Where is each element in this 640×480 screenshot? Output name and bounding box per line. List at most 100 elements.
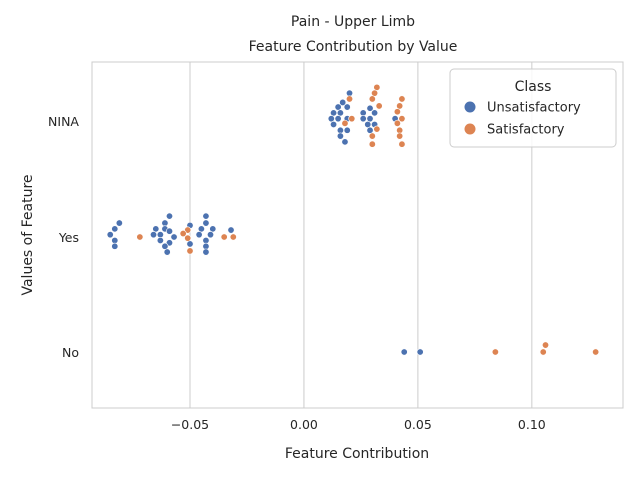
data-point-satisfactory	[346, 95, 354, 103]
data-point-unsatisfactory	[202, 219, 210, 227]
data-point-unsatisfactory	[106, 231, 114, 239]
data-point-unsatisfactory	[163, 248, 171, 256]
data-point-unsatisfactory	[165, 212, 173, 220]
data-point-unsatisfactory	[156, 236, 164, 244]
data-point-unsatisfactory	[115, 219, 123, 227]
legend-box	[449, 68, 617, 148]
data-point-unsatisfactory	[170, 233, 178, 241]
data-point-unsatisfactory	[202, 236, 210, 244]
y-tick-label: NINA	[48, 114, 79, 129]
data-point-satisfactory	[393, 108, 401, 116]
data-point-unsatisfactory	[330, 109, 338, 117]
data-point-satisfactory	[373, 83, 381, 91]
data-point-satisfactory	[341, 119, 349, 127]
legend-marker-unsatisfactory	[464, 101, 476, 113]
data-point-unsatisfactory	[327, 115, 335, 123]
data-point-unsatisfactory	[364, 120, 372, 128]
data-point-unsatisfactory	[366, 126, 374, 134]
data-point-satisfactory	[396, 102, 404, 110]
legend-label-unsatisfactory: Unsatisfactory	[487, 101, 581, 116]
data-point-unsatisfactory	[346, 89, 354, 97]
data-point-unsatisfactory	[341, 138, 349, 146]
data-point-unsatisfactory	[366, 104, 374, 112]
data-point-unsatisfactory	[161, 242, 169, 250]
data-point-satisfactory	[186, 247, 194, 255]
data-point-unsatisfactory	[336, 126, 344, 134]
data-point-unsatisfactory	[366, 115, 374, 123]
data-point-satisfactory	[368, 140, 376, 148]
data-point-satisfactory	[368, 95, 376, 103]
data-point-unsatisfactory	[150, 231, 158, 239]
data-point-satisfactory	[348, 115, 356, 123]
data-point-satisfactory	[375, 102, 383, 110]
data-points	[106, 83, 600, 356]
x-tick-label: 0.00	[290, 417, 318, 432]
data-point-satisfactory	[220, 233, 228, 241]
data-point-unsatisfactory	[336, 109, 344, 117]
legend-label-satisfactory: Satisfactory	[487, 123, 565, 138]
data-point-unsatisfactory	[207, 231, 215, 239]
x-axis-label: Feature Contribution	[285, 446, 429, 462]
data-point-satisfactory	[184, 234, 192, 242]
data-point-satisfactory	[396, 126, 404, 134]
data-point-unsatisfactory	[227, 226, 235, 234]
data-point-unsatisfactory	[343, 126, 351, 134]
data-point-unsatisfactory	[334, 103, 342, 111]
data-point-unsatisfactory	[156, 231, 164, 239]
y-axis-label: Values of Feature	[20, 174, 36, 295]
data-point-satisfactory	[368, 132, 376, 140]
data-point-unsatisfactory	[336, 132, 344, 140]
data-point-unsatisfactory	[209, 225, 217, 233]
x-tick-label: 0.10	[518, 417, 546, 432]
plot-frame	[91, 61, 624, 409]
data-point-satisfactory	[179, 230, 187, 238]
chart-subtitle: Feature Contribution by Value	[249, 39, 458, 55]
data-point-unsatisfactory	[165, 227, 173, 235]
data-point-unsatisfactory	[197, 225, 205, 233]
data-point-unsatisfactory	[359, 109, 367, 117]
data-point-unsatisfactory	[202, 212, 210, 220]
data-point-satisfactory	[373, 125, 381, 133]
data-point-satisfactory	[136, 233, 144, 241]
data-point-satisfactory	[396, 132, 404, 140]
data-point-unsatisfactory	[330, 120, 338, 128]
data-point-unsatisfactory	[195, 231, 203, 239]
data-point-unsatisfactory	[152, 225, 160, 233]
data-point-unsatisfactory	[359, 115, 367, 123]
data-point-unsatisfactory	[334, 115, 342, 123]
data-point-unsatisfactory	[416, 348, 424, 356]
data-point-unsatisfactory	[111, 225, 119, 233]
data-point-unsatisfactory	[202, 248, 210, 256]
data-point-satisfactory	[539, 348, 547, 356]
legend-title: Class	[515, 79, 552, 95]
data-point-satisfactory	[371, 89, 379, 97]
legend: Class Unsatisfactory Satisfactory	[449, 68, 617, 148]
x-tick-label: −0.05	[171, 417, 209, 432]
data-point-satisfactory	[398, 140, 406, 148]
data-point-unsatisfactory	[165, 239, 173, 247]
data-point-unsatisfactory	[111, 236, 119, 244]
data-point-satisfactory	[398, 115, 406, 123]
data-point-unsatisfactory	[111, 242, 119, 250]
data-point-satisfactory	[398, 95, 406, 103]
data-point-satisfactory	[542, 341, 550, 349]
y-tick-label: No	[62, 345, 79, 360]
data-point-satisfactory	[592, 348, 600, 356]
data-point-unsatisfactory	[161, 219, 169, 227]
x-tick-label: 0.05	[404, 417, 432, 432]
data-point-satisfactory	[491, 348, 499, 356]
data-point-unsatisfactory	[202, 242, 210, 250]
plot-area: −0.05 0.00 0.05 0.10 NINA Yes No	[48, 61, 624, 432]
data-point-unsatisfactory	[339, 98, 347, 106]
y-tick-labels: NINA Yes No	[48, 114, 79, 360]
data-point-satisfactory	[229, 233, 237, 241]
y-tick-label: Yes	[58, 230, 79, 245]
chart-title: Pain - Upper Limb	[291, 14, 415, 30]
legend-marker-satisfactory	[464, 123, 476, 135]
data-point-satisfactory	[184, 226, 192, 234]
legend-items: Unsatisfactory Satisfactory	[464, 101, 581, 138]
grid-lines	[189, 62, 533, 408]
data-point-unsatisfactory	[186, 240, 194, 248]
x-tick-labels: −0.05 0.00 0.05 0.10	[171, 417, 546, 432]
